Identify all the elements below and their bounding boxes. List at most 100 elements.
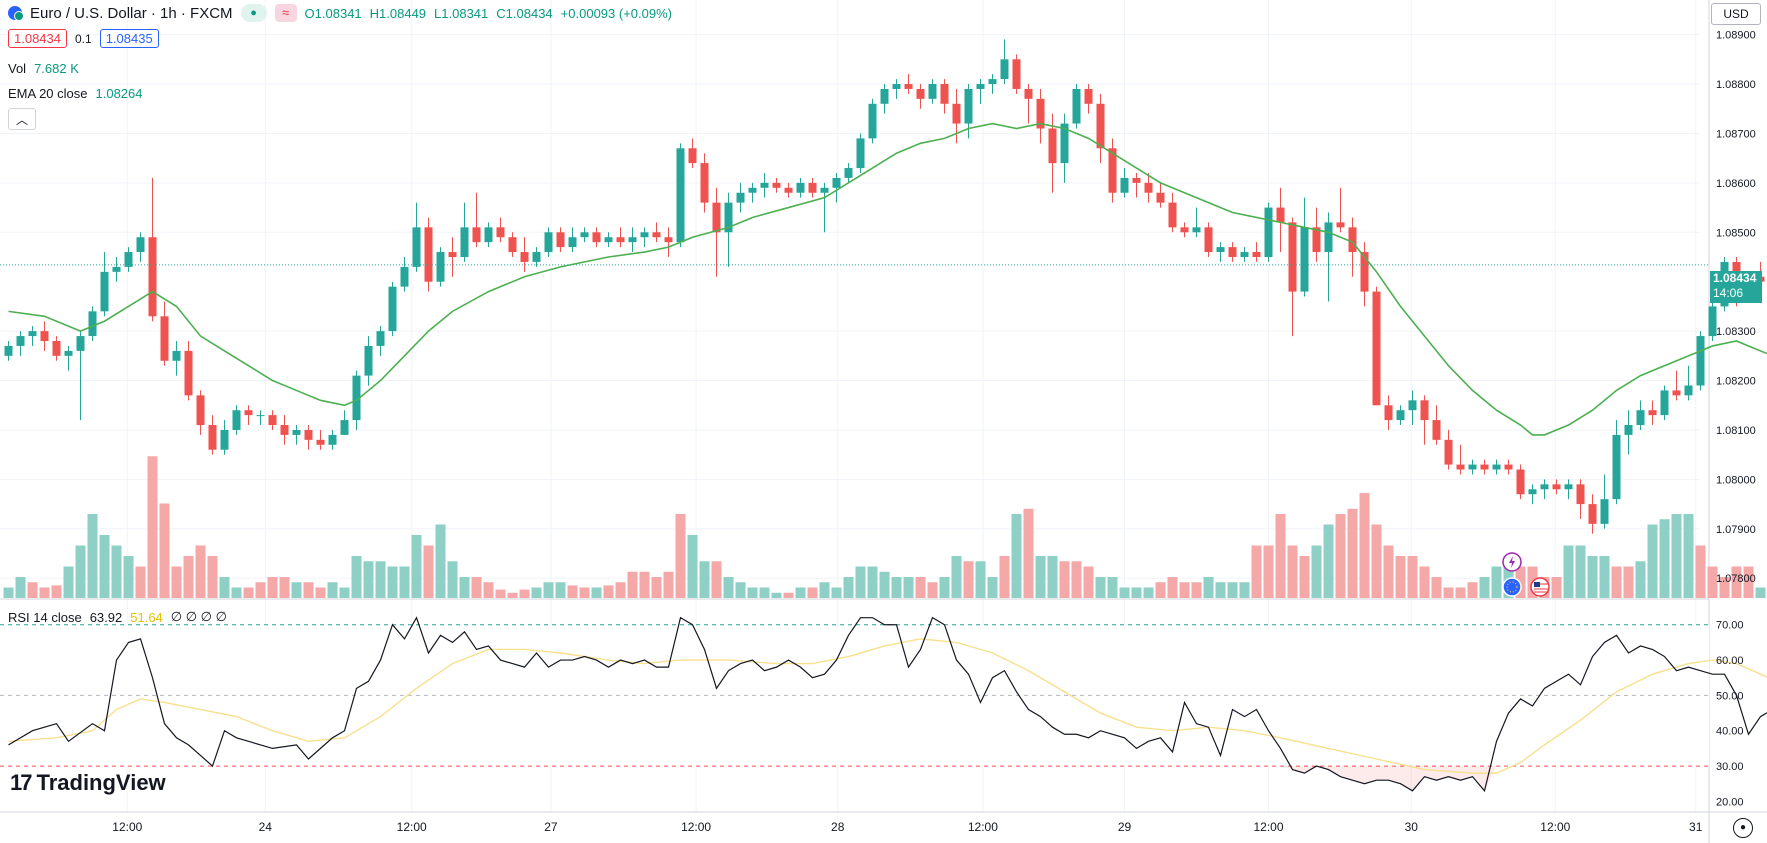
candle-body[interactable] xyxy=(1648,410,1657,416)
candle-body[interactable] xyxy=(184,350,193,396)
candle-body[interactable] xyxy=(1672,390,1681,396)
candle-body[interactable] xyxy=(52,341,61,356)
candle-body[interactable] xyxy=(172,350,181,361)
candle-body[interactable] xyxy=(628,237,637,243)
candle-body[interactable] xyxy=(964,88,973,124)
candle-body[interactable] xyxy=(1468,464,1477,470)
candle-body[interactable] xyxy=(1528,489,1537,495)
candle-body[interactable] xyxy=(196,395,205,426)
candle-body[interactable] xyxy=(16,336,25,346)
candle-body[interactable] xyxy=(724,202,733,233)
candle-body[interactable] xyxy=(1396,410,1405,421)
candle-body[interactable] xyxy=(1120,177,1129,193)
symbol-legend[interactable]: Euro / U.S. Dollar · 1h · FXCM ● ≈ O1.08… xyxy=(8,4,672,22)
candle-body[interactable] xyxy=(280,425,289,435)
tradingview-logo[interactable]: 17 TradingView xyxy=(10,770,166,796)
candle-body[interactable] xyxy=(400,266,409,287)
candle-body[interactable] xyxy=(544,232,553,253)
candle-body[interactable] xyxy=(736,192,745,203)
candle-body[interactable] xyxy=(388,286,397,332)
candle-body[interactable] xyxy=(820,187,829,193)
candle-body[interactable] xyxy=(1012,59,1021,89)
ema-legend[interactable]: EMA 20 close 1.08264 xyxy=(8,86,143,101)
candle-body[interactable] xyxy=(364,345,373,376)
candle-body[interactable] xyxy=(580,232,589,238)
candle-body[interactable] xyxy=(880,88,889,104)
candle-body[interactable] xyxy=(1048,128,1057,164)
candle-body[interactable] xyxy=(436,252,445,282)
candle-body[interactable] xyxy=(1624,425,1633,435)
candle-body[interactable] xyxy=(1108,148,1117,193)
candle-body[interactable] xyxy=(472,227,481,243)
candle-body[interactable] xyxy=(1408,400,1417,411)
candle-body[interactable] xyxy=(1084,88,1093,104)
candle-body[interactable] xyxy=(1192,227,1201,233)
candle-body[interactable] xyxy=(832,177,841,188)
candle-body[interactable] xyxy=(676,148,685,243)
candle-body[interactable] xyxy=(916,88,925,99)
candle-body[interactable] xyxy=(1276,207,1285,223)
candle-body[interactable] xyxy=(1336,222,1345,228)
candle-body[interactable] xyxy=(316,439,325,445)
candle-body[interactable] xyxy=(700,163,709,203)
candle-body[interactable] xyxy=(64,350,73,356)
candle-body[interactable] xyxy=(304,429,313,440)
candle-body[interactable] xyxy=(256,415,265,417)
candle-body[interactable] xyxy=(1480,464,1489,470)
candle-body[interactable] xyxy=(352,375,361,421)
candle-body[interactable] xyxy=(1240,252,1249,257)
candle-body[interactable] xyxy=(904,84,913,89)
candle-body[interactable] xyxy=(1312,227,1321,253)
candle-body[interactable] xyxy=(868,103,877,139)
candle-body[interactable] xyxy=(1456,464,1465,470)
candle-body[interactable] xyxy=(1612,434,1621,500)
candle-body[interactable] xyxy=(784,187,793,193)
candle-body[interactable] xyxy=(100,271,109,312)
candle-body[interactable] xyxy=(148,237,157,317)
candle-body[interactable] xyxy=(244,410,253,416)
currency-button[interactable]: USD xyxy=(1711,3,1761,25)
rsi-legend[interactable]: RSI 14 close 63.92 51.64 ∅ ∅ ∅ ∅ xyxy=(8,609,227,625)
candle-body[interactable] xyxy=(1096,103,1105,149)
candle-body[interactable] xyxy=(892,84,901,89)
candle-body[interactable] xyxy=(652,232,661,238)
candle-body[interactable] xyxy=(40,331,49,342)
candle-body[interactable] xyxy=(292,429,301,435)
candle-body[interactable] xyxy=(1516,469,1525,495)
candle-body[interactable] xyxy=(808,182,817,193)
candle-body[interactable] xyxy=(1348,227,1357,253)
candle-body[interactable] xyxy=(1588,504,1597,524)
candle-body[interactable] xyxy=(556,232,565,248)
candle-body[interactable] xyxy=(592,232,601,243)
candle-body[interactable] xyxy=(616,237,625,243)
candle-body[interactable] xyxy=(1492,464,1501,470)
candle-body[interactable] xyxy=(220,429,229,450)
candle-body[interactable] xyxy=(76,336,85,351)
candle-body[interactable] xyxy=(124,252,133,267)
candle-body[interactable] xyxy=(1300,227,1309,292)
candle-body[interactable] xyxy=(844,168,853,178)
candle-body[interactable] xyxy=(136,237,145,253)
candle-body[interactable] xyxy=(1204,227,1213,253)
candle-body[interactable] xyxy=(568,237,577,248)
settings-gear-icon[interactable]: ● xyxy=(1733,818,1753,838)
sell-price-button[interactable]: 1.08434 xyxy=(8,29,67,48)
candle-body[interactable] xyxy=(1504,464,1513,470)
candle-body[interactable] xyxy=(4,345,13,356)
candle-body[interactable] xyxy=(460,227,469,257)
candle-body[interactable] xyxy=(208,425,217,450)
candle-body[interactable] xyxy=(340,420,349,435)
candle-body[interactable] xyxy=(1228,247,1237,257)
candle-body[interactable] xyxy=(484,227,493,243)
candle-body[interactable] xyxy=(856,138,865,169)
candle-body[interactable] xyxy=(988,79,997,85)
candle-body[interactable] xyxy=(664,237,673,243)
eu-flag-icon[interactable] xyxy=(1502,577,1522,597)
candle-body[interactable] xyxy=(760,182,769,188)
candle-body[interactable] xyxy=(1156,192,1165,203)
candle-body[interactable] xyxy=(1072,88,1081,124)
candle-body[interactable] xyxy=(1552,484,1561,490)
candle-body[interactable] xyxy=(1132,177,1141,183)
candle-body[interactable] xyxy=(688,148,697,164)
candle-body[interactable] xyxy=(448,252,457,257)
